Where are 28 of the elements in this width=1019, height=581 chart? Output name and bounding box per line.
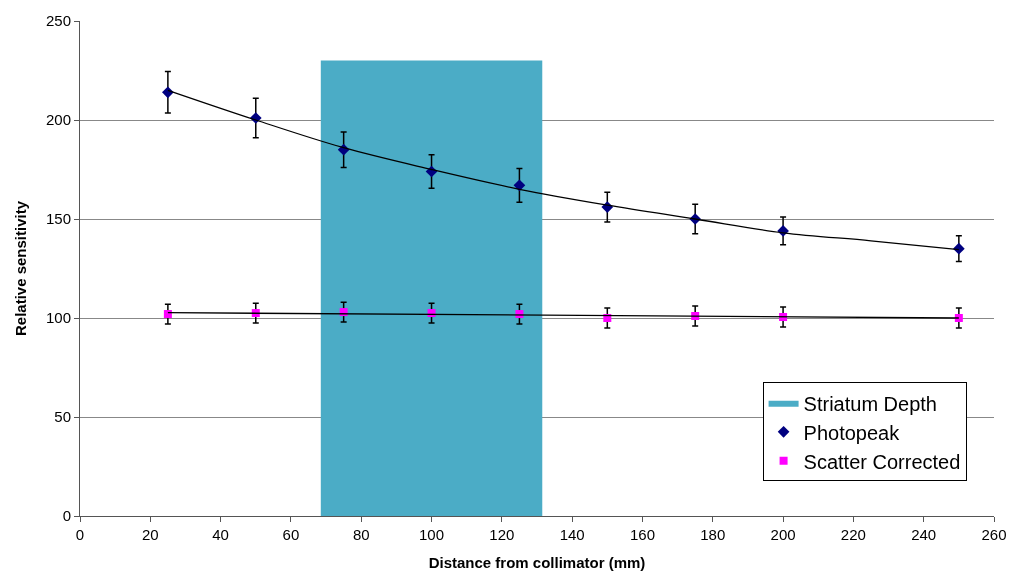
y-tick-label: 100 xyxy=(45,309,71,327)
x-tick-label: 260 xyxy=(981,526,1007,543)
x-tick-label: 180 xyxy=(700,526,726,543)
x-axis-title: Distance from collimator (mm) xyxy=(428,554,646,571)
legend-label: Striatum Depth xyxy=(803,392,937,415)
legend-label: Photopeak xyxy=(803,421,901,444)
y-tick-label: 0 xyxy=(62,507,71,525)
x-tick-label: 140 xyxy=(559,526,585,543)
x-tick-label: 100 xyxy=(419,526,445,543)
x-tick-label: 120 xyxy=(489,526,515,543)
point xyxy=(953,242,965,255)
x-tick-label: 60 xyxy=(282,526,300,543)
x-tick-label: 220 xyxy=(840,526,866,543)
y-tick-label: 250 xyxy=(45,12,71,30)
x-tick-label: 20 xyxy=(141,526,159,543)
x-tick-label: 200 xyxy=(770,526,796,543)
y-tick-label: 200 xyxy=(45,111,71,129)
y-tick-label: 50 xyxy=(54,408,71,426)
x-tick-label: 0 xyxy=(75,526,85,543)
y-axis-title: Relative sensitivity xyxy=(12,200,30,337)
legend-label: Scatter Corrected xyxy=(803,450,961,473)
point xyxy=(513,179,526,192)
x-tick-label: 240 xyxy=(911,526,937,543)
point xyxy=(163,310,172,319)
x-tick-label: 80 xyxy=(352,526,370,543)
x-tick-label: 40 xyxy=(212,526,229,543)
x-tick-label: 160 xyxy=(629,526,655,543)
y-tick-label: 150 xyxy=(45,210,71,228)
